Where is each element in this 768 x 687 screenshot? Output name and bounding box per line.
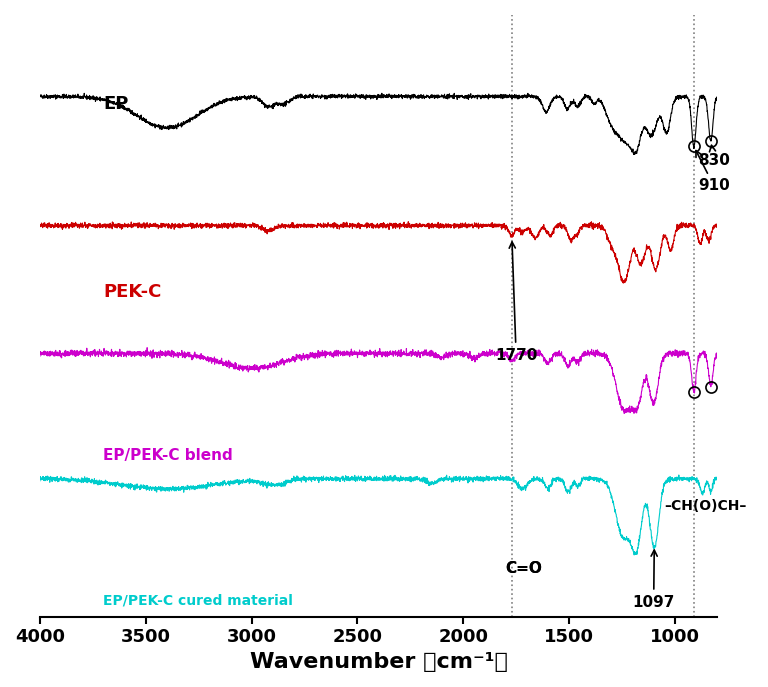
Text: EP/PEK-C blend: EP/PEK-C blend (104, 448, 233, 463)
X-axis label: Wavenumber （cm⁻¹）: Wavenumber （cm⁻¹） (250, 652, 508, 672)
Text: 910: 910 (696, 150, 730, 194)
Text: 1770: 1770 (495, 242, 538, 363)
Text: –CH(O)CH–: –CH(O)CH– (664, 499, 746, 513)
Text: C=O: C=O (505, 561, 542, 576)
Text: 830: 830 (698, 146, 730, 168)
Text: PEK-C: PEK-C (104, 283, 162, 301)
Text: C=O: C=O (505, 561, 542, 576)
Text: 1097: 1097 (633, 550, 675, 609)
Text: EP: EP (104, 95, 129, 113)
Text: EP/PEK-C cured material: EP/PEK-C cured material (104, 593, 293, 607)
